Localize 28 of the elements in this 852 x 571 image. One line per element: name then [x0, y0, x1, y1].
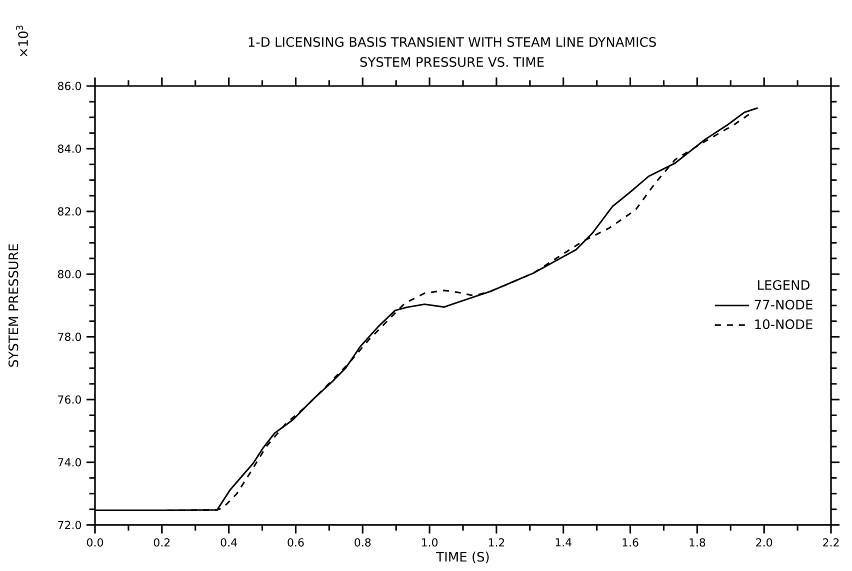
x-tick-label: 2.0: [756, 538, 772, 547]
y-tick-label: 86.0: [58, 82, 82, 90]
x-tick-label: 0.8: [354, 538, 371, 547]
x-tick-label: 1.0: [422, 538, 438, 547]
x-tick-label: 1.6: [622, 538, 638, 547]
chart-title: 1-D LICENSING BASIS TRANSIENT WITH STEAM LINE DYNAMICS: [248, 37, 656, 47]
text: ×10$^{3}$: [16, 26, 28, 56]
y-tick-label: 80.0: [58, 270, 82, 278]
y-tick-label: 74.0: [58, 458, 82, 466]
x-tick-label: 1.4: [556, 538, 572, 546]
y-axis-title: SYSTEM PRESSURE: [8, 244, 18, 367]
y-tick-label: 82.0: [58, 207, 82, 216]
y-tick-label: 76.0: [58, 395, 82, 404]
x-tick-label: 0.4: [220, 538, 237, 547]
chart-subtitle: SYSTEM PRESSURE VS. TIME: [360, 57, 544, 67]
legend-title: LEGEND: [758, 280, 810, 290]
legend-label: 77-NODE: [754, 300, 812, 310]
x-tick-label: 2.2: [823, 538, 839, 546]
x-tick-label: 1.2: [488, 538, 504, 546]
x-tick-label: 1.8: [690, 538, 706, 547]
x-tick-label: 0.0: [86, 538, 104, 547]
x-tick-label: 0.2: [154, 538, 170, 547]
y-tick-label: 84.0: [58, 144, 82, 153]
x-tick-label: 0.6: [288, 538, 304, 547]
legend-label: 10-NODE: [755, 319, 812, 330]
y-tick-label: 78.0: [58, 332, 82, 342]
x-axis-title: TIME (S): [436, 552, 489, 564]
y-tick-label: 72.0: [58, 520, 82, 530]
